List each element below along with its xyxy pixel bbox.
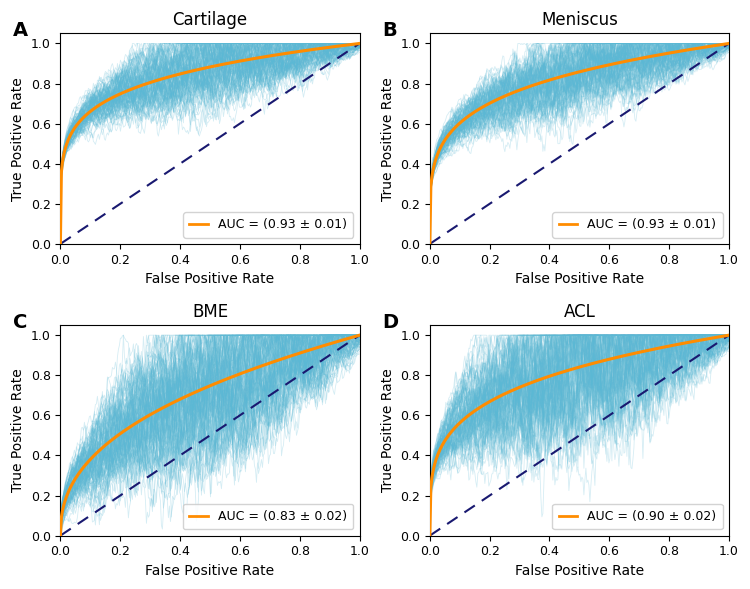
Legend: AUC = (0.90 ± 0.02): AUC = (0.90 ± 0.02) bbox=[552, 504, 723, 530]
X-axis label: False Positive Rate: False Positive Rate bbox=[146, 564, 274, 578]
Title: Meniscus: Meniscus bbox=[541, 11, 618, 29]
Text: D: D bbox=[382, 313, 398, 332]
X-axis label: False Positive Rate: False Positive Rate bbox=[514, 564, 644, 578]
Text: B: B bbox=[382, 21, 397, 40]
Legend: AUC = (0.93 ± 0.01): AUC = (0.93 ± 0.01) bbox=[183, 212, 353, 237]
X-axis label: False Positive Rate: False Positive Rate bbox=[514, 272, 644, 286]
Legend: AUC = (0.93 ± 0.01): AUC = (0.93 ± 0.01) bbox=[553, 212, 723, 237]
X-axis label: False Positive Rate: False Positive Rate bbox=[146, 272, 274, 286]
Title: Cartilage: Cartilage bbox=[172, 11, 248, 29]
Legend: AUC = (0.83 ± 0.02): AUC = (0.83 ± 0.02) bbox=[183, 504, 353, 530]
Y-axis label: True Positive Rate: True Positive Rate bbox=[380, 369, 394, 492]
Text: C: C bbox=[13, 313, 27, 332]
Y-axis label: True Positive Rate: True Positive Rate bbox=[11, 77, 25, 200]
Text: A: A bbox=[13, 21, 28, 40]
Title: BME: BME bbox=[192, 303, 228, 321]
Y-axis label: True Positive Rate: True Positive Rate bbox=[11, 369, 25, 492]
Y-axis label: True Positive Rate: True Positive Rate bbox=[380, 77, 394, 200]
Title: ACL: ACL bbox=[563, 303, 596, 321]
